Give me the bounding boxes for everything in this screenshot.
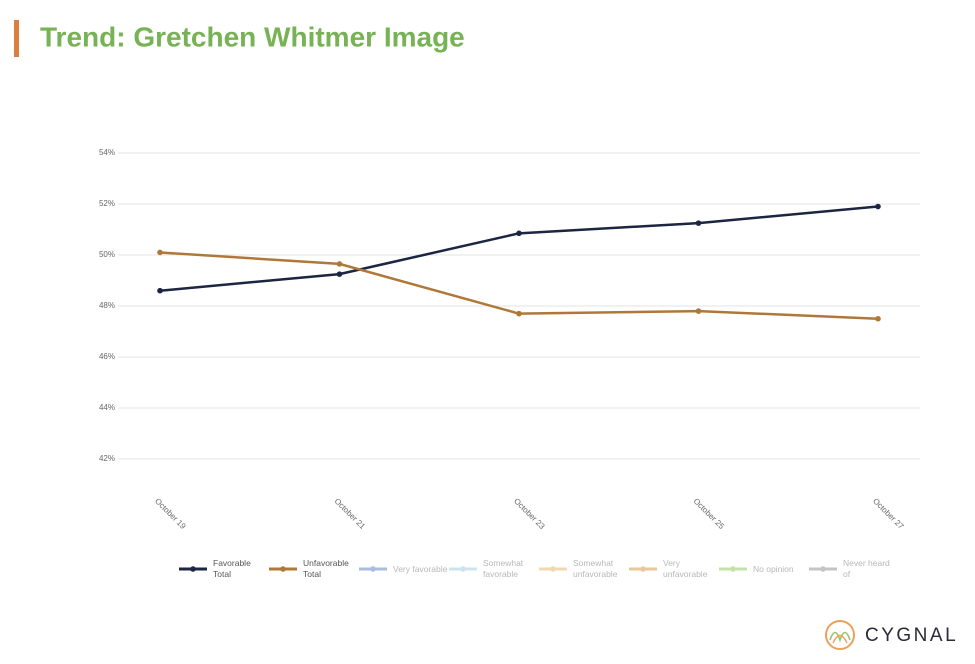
legend-item: Very favorable bbox=[358, 556, 449, 582]
legend-swatch bbox=[449, 566, 477, 572]
data-point bbox=[875, 315, 881, 322]
legend-dot bbox=[820, 566, 826, 572]
y-tick-label: 46% bbox=[99, 352, 115, 361]
legend-label: Very favorable bbox=[393, 563, 448, 574]
data-point bbox=[157, 287, 163, 294]
legend-label: Somewhat unfavorable bbox=[573, 558, 618, 579]
x-tick-label: October 23 bbox=[512, 497, 547, 532]
legend-dot bbox=[280, 566, 286, 572]
y-tick-label: 48% bbox=[99, 301, 115, 310]
title-accent bbox=[14, 20, 19, 57]
legend-swatch bbox=[269, 566, 297, 572]
legend-swatch bbox=[629, 566, 657, 572]
x-tick-label: October 21 bbox=[333, 497, 368, 532]
data-point bbox=[695, 308, 702, 314]
legend-swatch bbox=[719, 566, 747, 572]
brand-name: CYGNAL bbox=[865, 625, 958, 646]
chart-title: Trend: Gretchen Whitmer Image bbox=[40, 21, 465, 52]
legend-swatch bbox=[359, 566, 387, 572]
legend-item: Unfavorable Total bbox=[268, 556, 359, 582]
legend-item: Somewhat unfavorable bbox=[538, 556, 629, 582]
legend-swatch bbox=[179, 566, 207, 572]
legend-item: No opinion bbox=[718, 556, 809, 582]
data-point bbox=[695, 220, 702, 226]
y-tick-label: 44% bbox=[99, 403, 115, 412]
data-point bbox=[516, 230, 522, 237]
data-point bbox=[157, 249, 163, 256]
series-line bbox=[159, 251, 879, 320]
legend-dot bbox=[190, 566, 196, 572]
data-point bbox=[516, 310, 522, 317]
legend-swatch bbox=[809, 566, 837, 572]
legend-dot bbox=[460, 566, 466, 572]
legend-label: Never heard of bbox=[843, 558, 890, 579]
legend-label: No opinion bbox=[753, 563, 794, 574]
legend-item: Very unfavorable bbox=[628, 556, 719, 582]
y-tick-label: 54% bbox=[99, 148, 115, 157]
legend-label: Favorable Total bbox=[213, 558, 251, 579]
legend-dot bbox=[370, 566, 376, 572]
data-point bbox=[336, 261, 343, 267]
y-tick-label: 50% bbox=[99, 250, 115, 259]
legend-swatch bbox=[539, 566, 567, 572]
legend-label: Unfavorable Total bbox=[303, 558, 349, 579]
y-tick-label: 42% bbox=[99, 454, 115, 463]
x-tick-label: October 27 bbox=[871, 497, 906, 532]
x-tick-label: October 19 bbox=[153, 497, 188, 532]
legend-label: Very unfavorable bbox=[663, 558, 708, 579]
legend-dot bbox=[640, 566, 646, 572]
legend-dot bbox=[550, 566, 556, 572]
legend-dot bbox=[730, 566, 736, 572]
x-tick-label: October 25 bbox=[692, 497, 727, 532]
data-point bbox=[336, 271, 343, 277]
brand-logo bbox=[825, 620, 855, 650]
legend-item: Never heard of bbox=[808, 556, 899, 582]
legend-item: Favorable Total bbox=[178, 556, 269, 582]
y-tick-label: 52% bbox=[99, 199, 115, 208]
legend-label: Somewhat favorable bbox=[483, 558, 524, 579]
legend-item: Somewhat favorable bbox=[448, 556, 539, 582]
data-point bbox=[875, 203, 881, 210]
series-line bbox=[159, 205, 879, 292]
